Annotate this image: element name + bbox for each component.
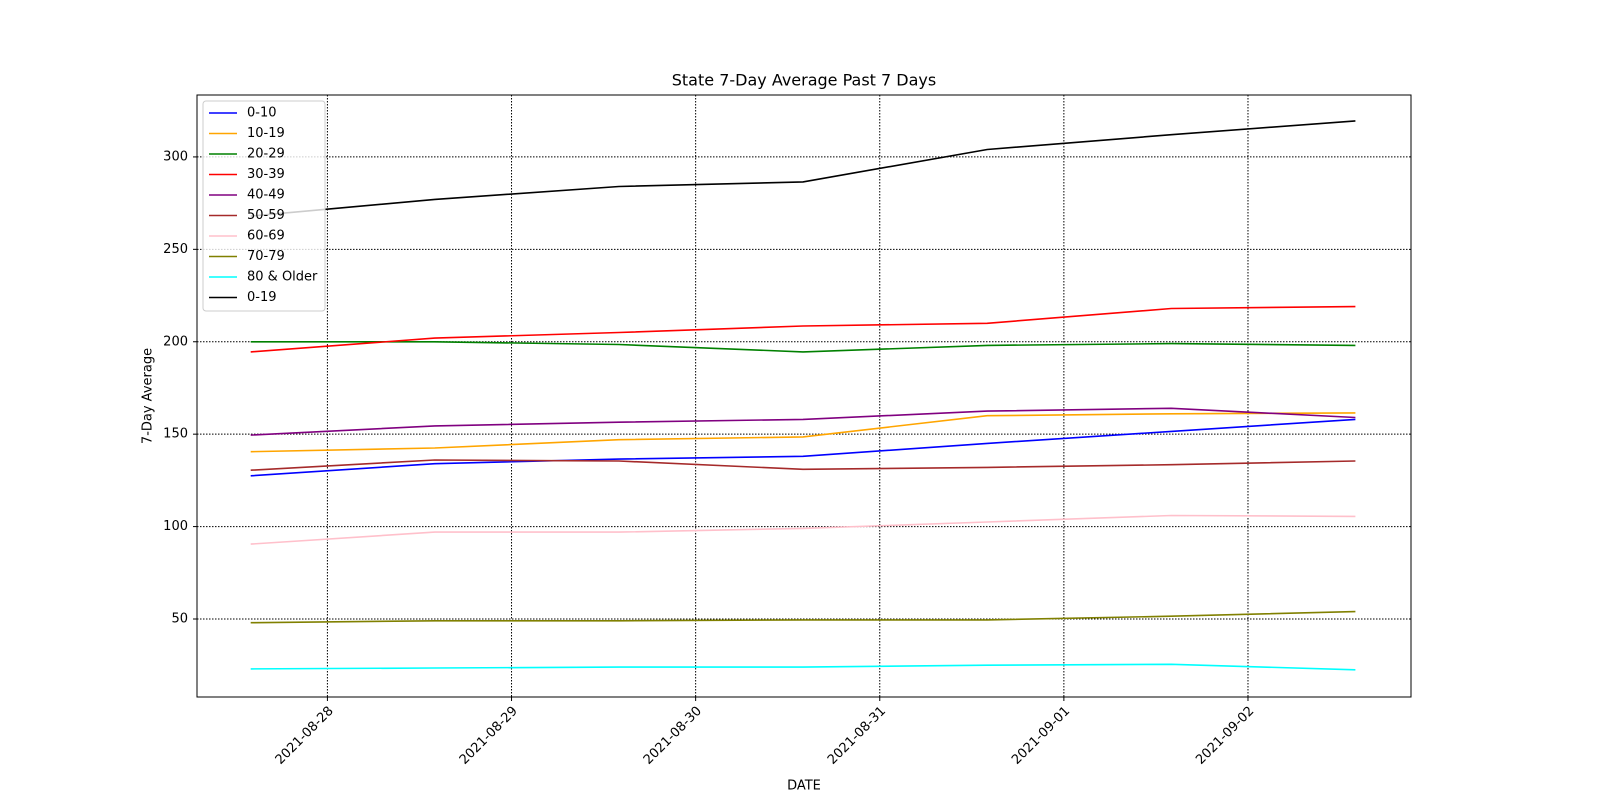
x-tick-label: 2021-08-29 [457, 704, 521, 768]
x-tick-label: 2021-08-30 [641, 704, 705, 768]
legend-label: 40-49 [247, 188, 285, 203]
y-tick-label: 50 [171, 612, 188, 627]
legend-label: 20-29 [247, 147, 285, 162]
y-tick-label: 250 [163, 242, 188, 257]
x-axis-label: DATE [787, 779, 821, 794]
y-axis-label: 7-Day Average [141, 348, 156, 444]
y-tick-label: 150 [163, 427, 188, 442]
y-tick-label: 300 [163, 149, 188, 164]
series-line [250, 459, 1356, 471]
legend-label: 80 & Older [247, 270, 318, 285]
series-line [250, 407, 1356, 436]
legend-label: 30-39 [247, 167, 285, 182]
x-tick-label: 2021-09-01 [1009, 704, 1073, 768]
legend-label: 50-59 [247, 208, 285, 223]
plot-frame [196, 94, 1412, 698]
series-line [250, 610, 1356, 624]
chart-title: State 7-Day Average Past 7 Days [672, 71, 936, 90]
series-line [250, 663, 1356, 671]
x-tick-label: 2021-09-02 [1193, 704, 1257, 768]
series-line [250, 340, 1356, 353]
legend-label: 60-69 [247, 229, 285, 244]
legend-label: 10-19 [247, 126, 285, 141]
y-tick-label: 200 [163, 334, 188, 349]
series-line [250, 418, 1356, 477]
series-line [250, 514, 1356, 545]
series-line [250, 120, 1356, 217]
y-tick-label: 100 [163, 519, 188, 534]
x-tick-label: 2021-08-28 [273, 704, 337, 768]
legend-label: 0-10 [247, 106, 277, 121]
series-line [250, 412, 1356, 453]
series-line [250, 305, 1356, 353]
x-tick-label: 2021-08-31 [825, 704, 889, 768]
legend-label: 70-79 [247, 249, 285, 264]
legend-label: 0-19 [247, 290, 277, 305]
